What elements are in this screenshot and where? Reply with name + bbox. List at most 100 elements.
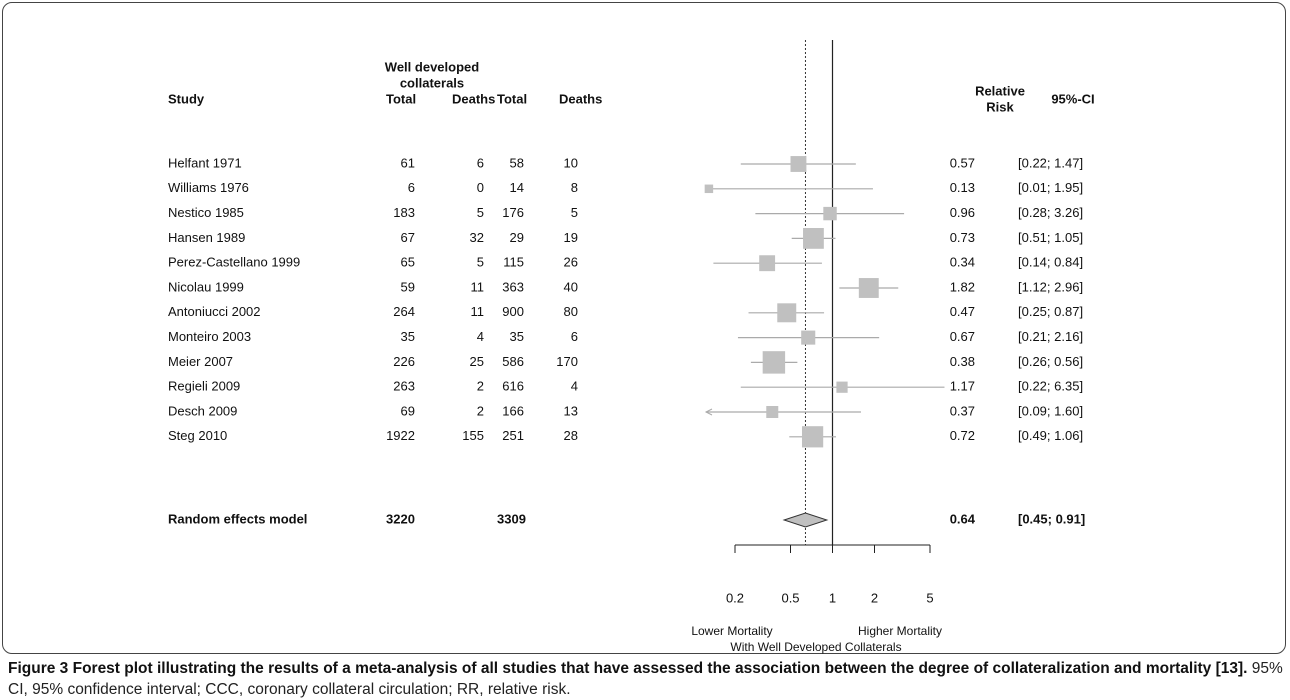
caption-text: 95% CI, 95% confidence interval; CCC, co… (8, 660, 1283, 698)
cell-value: 251 (502, 428, 524, 443)
x-tick-label: 5 (926, 590, 933, 605)
study-box (762, 351, 786, 374)
column-header: Total (497, 91, 527, 106)
cell-value: 35 (510, 329, 524, 344)
rr-value: 1.17 (950, 379, 975, 394)
summary-total: 3309 (497, 511, 526, 526)
study-name: Monteiro 2003 (168, 329, 251, 344)
cell-value: 14 (510, 180, 524, 195)
cell-value: 29 (510, 230, 524, 245)
ci-label: [0.22; 1.47] (1018, 155, 1083, 170)
cell-value: 586 (502, 354, 524, 369)
x-tick-label: 0.2 (726, 590, 744, 605)
cell-value: 6 (571, 329, 578, 344)
cell-value: 4 (571, 379, 578, 394)
rr-value: 0.73 (950, 230, 975, 245)
ci-label: [0.21; 2.16] (1018, 329, 1083, 344)
x-tick-label: 1 (829, 590, 836, 605)
rr-value: 0.38 (950, 354, 975, 369)
cell-value: 2 (477, 379, 484, 394)
study-box (801, 330, 816, 345)
cell-value: 264 (393, 304, 415, 319)
rr-value: 0.72 (950, 428, 975, 443)
cell-value: 10 (564, 155, 578, 170)
summary-ci: [0.45; 0.91] (1018, 511, 1085, 526)
ci-label: [0.49; 1.06] (1018, 428, 1083, 443)
rr-value: 1.82 (950, 279, 975, 294)
column-header: Total (386, 91, 416, 106)
ci-arrow (704, 408, 713, 416)
rr-value: 0.13 (950, 180, 975, 195)
group-header: Well developed (385, 59, 479, 74)
study-name: Nicolau 1999 (168, 279, 244, 294)
cell-value: 65 (401, 255, 415, 270)
column-header: Study (168, 91, 205, 106)
cell-value: 32 (470, 230, 484, 245)
summary-diamond (782, 512, 829, 528)
cell-value: 166 (502, 403, 524, 418)
cell-value: 226 (393, 354, 415, 369)
study-box (790, 156, 807, 172)
rr-value: 0.37 (950, 403, 975, 418)
cell-value: 2 (477, 403, 484, 418)
cell-value: 80 (564, 304, 578, 319)
rr-value: 0.67 (950, 329, 975, 344)
cell-value: 11 (471, 279, 485, 294)
ci-label: [0.28; 3.26] (1018, 205, 1083, 220)
study-name: Antoniucci 2002 (168, 304, 261, 319)
cell-value: 59 (401, 279, 415, 294)
ci-label: [0.09; 1.60] (1018, 403, 1083, 418)
rr-value: 0.34 (950, 255, 975, 270)
cell-value: 176 (502, 205, 524, 220)
summary-rr: 0.64 (950, 511, 976, 526)
cell-value: 26 (564, 255, 578, 270)
caption-label: Figure 3 Forest plot illustrating the re… (8, 660, 1248, 677)
cell-value: 13 (564, 403, 578, 418)
cell-value: 69 (401, 403, 415, 418)
summary-total: 3220 (386, 511, 415, 526)
study-box (836, 381, 848, 393)
cell-value: 0 (477, 180, 484, 195)
cell-value: 155 (462, 428, 484, 443)
figure-frame (2, 2, 1286, 654)
study-name: Williams 1976 (168, 180, 249, 195)
cell-value: 5 (477, 255, 484, 270)
column-header: Deaths (559, 91, 602, 106)
study-box (704, 184, 714, 194)
cell-value: 67 (401, 230, 415, 245)
ci-label: [0.51; 1.05] (1018, 230, 1083, 245)
cell-value: 1922 (386, 428, 415, 443)
study-box (759, 255, 776, 272)
study-box (766, 406, 779, 418)
ci-label: [0.26; 0.56] (1018, 354, 1083, 369)
cell-value: 61 (401, 155, 415, 170)
cell-value: 4 (477, 329, 484, 344)
study-name: Helfant 1971 (168, 155, 242, 170)
cell-value: 28 (564, 428, 578, 443)
cell-value: 170 (556, 354, 578, 369)
cell-value: 363 (502, 279, 524, 294)
x-tick-label: 2 (871, 590, 878, 605)
column-header: Risk (986, 99, 1014, 114)
rr-value: 0.57 (950, 155, 975, 170)
cell-value: 19 (564, 230, 578, 245)
rr-value: 0.47 (950, 304, 975, 319)
cell-value: 5 (477, 205, 484, 220)
cell-value: 40 (564, 279, 578, 294)
study-name: Regieli 2009 (168, 379, 240, 394)
study-name: Perez-Castellano 1999 (168, 255, 300, 270)
study-box (801, 426, 824, 448)
cell-value: 263 (393, 379, 415, 394)
x-label-left: Lower Mortality (691, 624, 772, 638)
study-name: Steg 2010 (168, 428, 227, 443)
group-header: collaterals (400, 75, 464, 90)
cell-value: 58 (510, 155, 524, 170)
column-header: Deaths (452, 91, 495, 106)
rr-value: 0.96 (950, 205, 975, 220)
caption: Figure 3 Forest plot illustrating the re… (8, 658, 1283, 700)
cell-value: 11 (471, 304, 485, 319)
cell-value: 6 (477, 155, 484, 170)
x-tick-label: 0.5 (781, 590, 799, 605)
